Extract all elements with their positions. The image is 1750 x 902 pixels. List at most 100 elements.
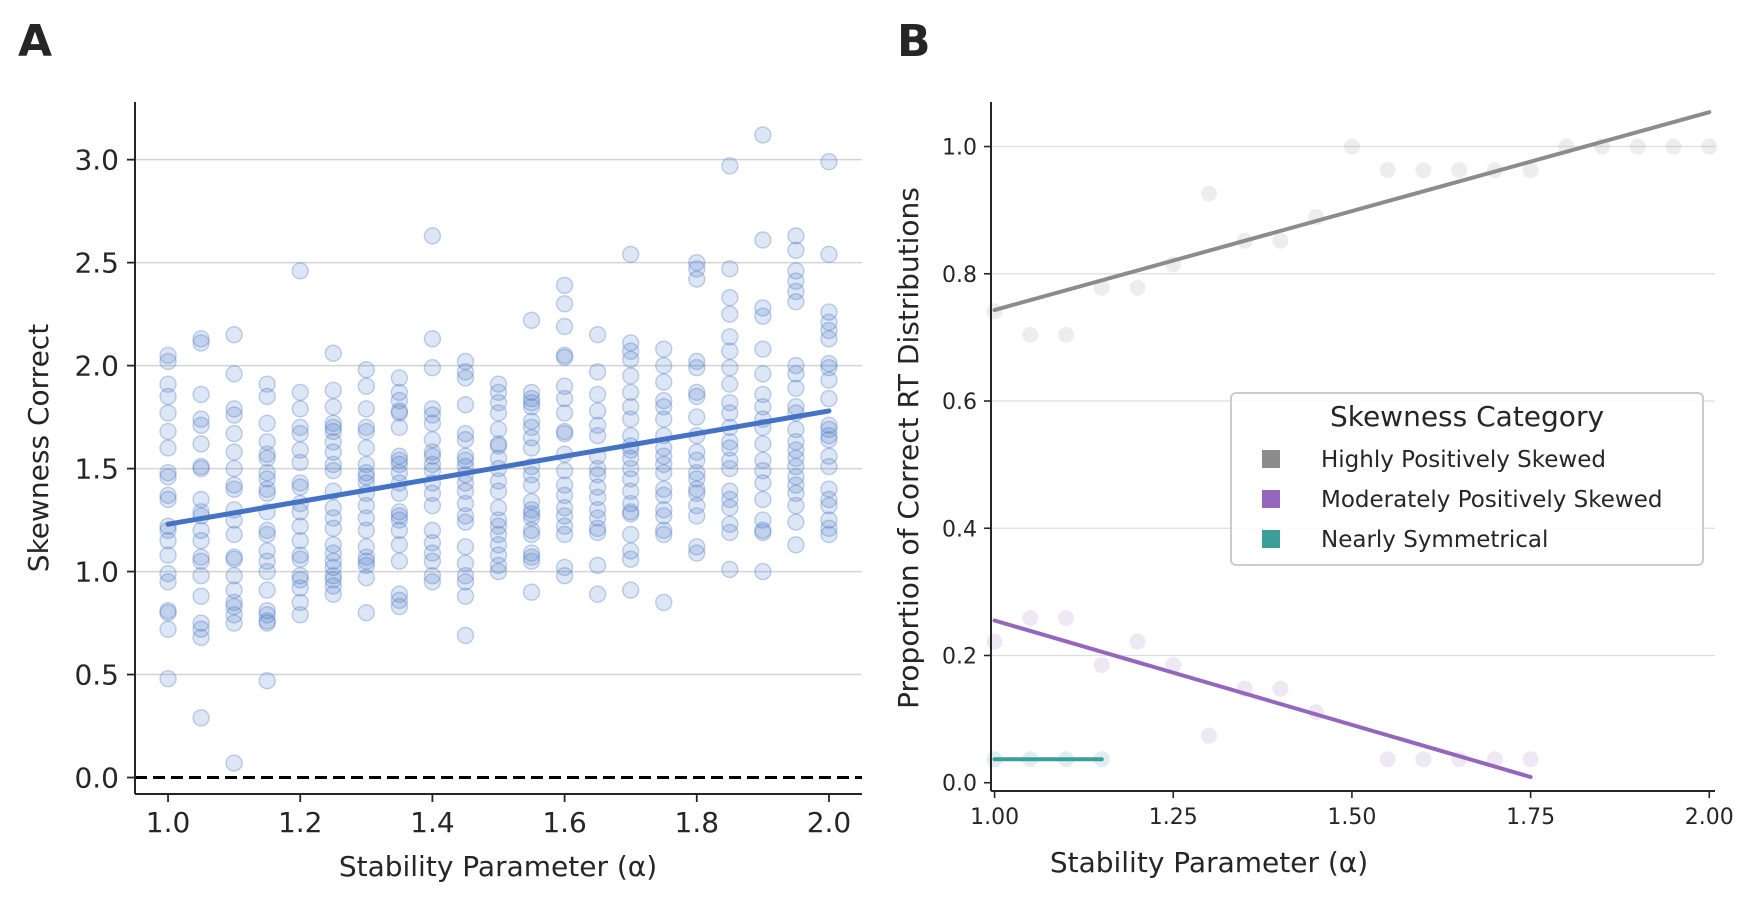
panel-a-data-point xyxy=(324,536,342,554)
panel-a-data-point xyxy=(787,536,805,554)
panel-a-data-point xyxy=(820,153,838,171)
panel-a-data-point xyxy=(258,449,276,467)
panel-a-data-point xyxy=(820,457,838,476)
panel-a-data-point xyxy=(291,383,309,402)
panel-a-data-point xyxy=(456,451,475,470)
panel-b-y-tick-label: 0.2 xyxy=(942,644,977,669)
panel-a-data-point xyxy=(456,363,475,381)
panel-a-data-point xyxy=(688,270,706,288)
panel-b-point-moderately-positively-skewed xyxy=(1022,609,1039,626)
panel-a-data-point xyxy=(159,602,177,620)
panel-a-data-point xyxy=(721,490,739,509)
panel-a-data-point xyxy=(820,389,838,408)
panel-a-data-point xyxy=(258,445,276,463)
panel-a-data-point xyxy=(324,344,342,362)
panel-a-data-point xyxy=(357,496,376,515)
panel-a-data-point xyxy=(225,443,243,461)
panel-a-data-point xyxy=(754,511,772,529)
panel-b-chart: 1.00 1.25 1.50 1.75 2.00 0.00.20.40.60.81.0 … xyxy=(892,102,1734,879)
panel-a-data-point xyxy=(787,496,805,515)
panel-a-data-point xyxy=(555,525,574,544)
panel-a-data-point xyxy=(423,227,442,245)
panel-a-data-point xyxy=(324,433,342,451)
panel-a-data-point xyxy=(588,523,607,542)
panel-a-data-point xyxy=(324,381,342,400)
panel-a-data-point xyxy=(489,404,508,422)
panel-a-data-point xyxy=(258,542,276,560)
panel-a-data-point xyxy=(357,538,376,556)
panel-a-data-point xyxy=(225,548,243,566)
panel-a-data-point xyxy=(721,393,739,412)
panel-a-data-point xyxy=(225,550,243,568)
panel-a-data-point xyxy=(225,754,243,772)
panel-a-data-point xyxy=(588,416,607,435)
panel-a-data-point xyxy=(324,558,342,577)
panel-a-data-point xyxy=(522,525,541,544)
panel-a-data-point xyxy=(721,433,739,451)
panel-a-data-point xyxy=(721,288,739,307)
panel-a-data-point xyxy=(291,441,309,459)
panel-a-data-point xyxy=(159,439,177,457)
panel-a-data-point xyxy=(456,626,475,645)
panel-a-data-point xyxy=(456,352,475,371)
panel-a-data-point xyxy=(621,581,640,599)
panel-b-point-highly-positively-skewed xyxy=(1522,162,1539,179)
panel-b-axes xyxy=(990,102,1715,792)
panel-a-data-point xyxy=(787,441,805,459)
panel-a-data-point xyxy=(522,509,541,527)
panel-a-data-point xyxy=(754,435,772,453)
panel-a-data-point xyxy=(390,536,409,554)
panel-a-data-point xyxy=(621,494,640,513)
panel-a-data-point xyxy=(820,358,838,377)
panel-a-data-point xyxy=(489,562,508,581)
panel-a-data-point xyxy=(555,424,574,443)
panel-a-data-point xyxy=(555,276,574,294)
panel-a-data-point xyxy=(621,505,640,523)
panel-a-data-point xyxy=(522,393,541,412)
panel-a-data-point xyxy=(423,447,442,465)
panel-a-data-point xyxy=(159,346,177,365)
panel-a-data-point xyxy=(522,311,541,330)
panel-a-data-point xyxy=(754,461,772,480)
panel-a-data-point xyxy=(225,365,243,383)
panel-a-data-point xyxy=(787,272,805,290)
panel-a-data-point xyxy=(688,464,706,482)
panel-a-data-point xyxy=(192,490,210,509)
panel-a-data-point xyxy=(721,482,739,500)
panel-a-data-point xyxy=(489,437,508,455)
panel-a-data-point xyxy=(357,422,376,441)
panel-b-point-moderately-positively-skewed xyxy=(1379,751,1396,768)
panel-a-data-point xyxy=(390,418,409,437)
panel-b-point-highly-positively-skewed xyxy=(1415,162,1432,179)
panel-a-data-point xyxy=(621,398,640,416)
panel-a-data-point xyxy=(159,387,177,406)
panel-a-data-point xyxy=(721,157,739,175)
panel-a-data-point xyxy=(688,480,706,498)
panel-a-data-point xyxy=(721,499,739,517)
panel-a-data-point xyxy=(357,521,376,540)
panel-a-x-axis-label: Stability Parameter (α) xyxy=(339,850,657,883)
panel-a-data-point xyxy=(291,503,309,521)
panel-b-point-moderately-positively-skewed xyxy=(986,633,1003,650)
panel-a-data-point xyxy=(390,447,409,465)
panel-a-data-point xyxy=(159,490,177,509)
panel-a-data-point xyxy=(324,566,342,585)
panel-a-y-tick-label: 2.0 xyxy=(74,350,119,383)
panel-a-data-point xyxy=(159,464,177,482)
panel-a-data-point xyxy=(522,521,541,540)
panel-a-data-point xyxy=(489,517,508,535)
panel-a-data-point xyxy=(820,313,838,332)
panel-a-data-point xyxy=(357,361,376,379)
panel-a-data-point xyxy=(754,562,772,581)
panel-a-data-point xyxy=(258,612,276,630)
panel-a-data-point xyxy=(555,558,574,577)
panel-a-data-point xyxy=(555,461,574,480)
panel-a-data-point xyxy=(423,544,442,562)
panel-a-data-point xyxy=(787,282,805,301)
panel-a-data-point xyxy=(621,525,640,544)
panel-a-data-point xyxy=(192,334,210,352)
panel-a-data-point xyxy=(390,402,409,420)
panel-a-data-point xyxy=(621,383,640,402)
panel-a-data-point xyxy=(456,494,475,513)
panel-a-data-point xyxy=(192,709,210,727)
